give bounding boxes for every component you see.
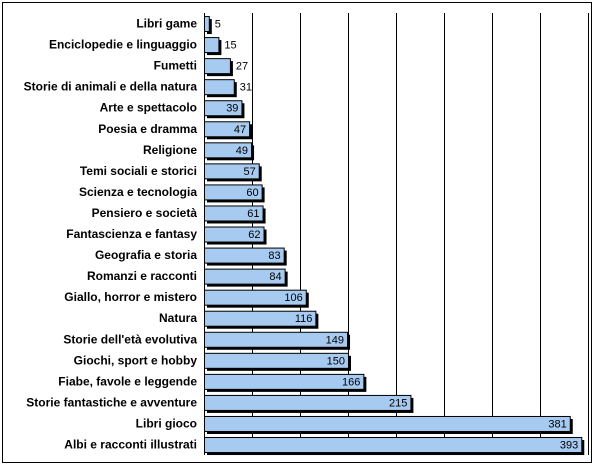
bar bbox=[204, 247, 285, 264]
category-label: Libri gioco bbox=[136, 416, 197, 430]
category-label: Temi sociali e storici bbox=[80, 164, 197, 178]
bar bbox=[204, 100, 243, 117]
category-label: Fumetti bbox=[154, 59, 197, 73]
bar bbox=[204, 394, 412, 411]
data-label: 83 bbox=[268, 250, 280, 262]
bar bbox=[204, 37, 220, 54]
bar bbox=[204, 226, 265, 243]
category-label: Natura bbox=[159, 311, 197, 325]
data-label: 62 bbox=[248, 229, 260, 241]
bar bbox=[204, 58, 231, 75]
bar bbox=[204, 79, 235, 96]
data-label: 150 bbox=[327, 355, 345, 367]
data-label: 27 bbox=[236, 61, 248, 73]
category-label: Fiabe, favole e leggende bbox=[58, 374, 197, 388]
category-label: Pensiero e società bbox=[92, 206, 198, 220]
data-label: 60 bbox=[246, 187, 258, 199]
bar bbox=[204, 437, 583, 454]
data-label: 57 bbox=[243, 166, 255, 178]
data-label: 166 bbox=[342, 376, 360, 388]
data-label: 31 bbox=[240, 82, 252, 94]
bar bbox=[204, 163, 260, 180]
data-label: 15 bbox=[224, 40, 236, 52]
category-label: Storie fantastiche e avventure bbox=[26, 395, 197, 409]
data-label: 393 bbox=[560, 440, 578, 452]
data-label: 49 bbox=[236, 145, 248, 157]
bar bbox=[204, 16, 210, 33]
data-label: 47 bbox=[234, 124, 246, 136]
bar bbox=[204, 352, 349, 369]
data-label: 381 bbox=[548, 418, 566, 430]
data-label: 39 bbox=[226, 103, 238, 115]
data-label: 61 bbox=[247, 208, 259, 220]
category-label: Romanzi e racconti bbox=[87, 269, 197, 283]
bar-chart: Libri game 5 Enciclopedie e linguaggio 15 Fu… bbox=[24, 13, 589, 456]
data-label: 116 bbox=[295, 313, 313, 325]
category-label: Albi e racconti illustrati bbox=[64, 438, 197, 452]
bar bbox=[204, 373, 365, 390]
category-label: Enciclopedie e linguaggio bbox=[49, 38, 197, 52]
data-label: 84 bbox=[269, 271, 281, 283]
chart-frame: Libri game 5 Enciclopedie e linguaggio 15 Fu… bbox=[2, 2, 592, 463]
category-label: Geografia e storia bbox=[95, 248, 197, 262]
bar bbox=[204, 142, 253, 159]
category-label: Arte e spettacolo bbox=[100, 101, 197, 115]
data-label: 215 bbox=[389, 397, 407, 409]
bar bbox=[204, 310, 317, 327]
bar bbox=[204, 121, 251, 138]
category-label: Scienza e tecnologia bbox=[79, 185, 197, 199]
bar bbox=[204, 289, 307, 306]
category-label: Giochi, sport e hobby bbox=[74, 353, 198, 367]
bar bbox=[204, 415, 571, 432]
bar bbox=[204, 184, 263, 201]
bar bbox=[204, 268, 286, 285]
category-label: Giallo, horror e mistero bbox=[64, 290, 197, 304]
category-label: Fantascienza e fantasy bbox=[66, 227, 197, 241]
category-label: Religione bbox=[143, 143, 197, 157]
category-label: Poesia e dramma bbox=[98, 122, 197, 136]
category-label: Storie dell'età evolutiva bbox=[63, 332, 197, 346]
bar bbox=[204, 331, 349, 348]
bar bbox=[204, 205, 264, 222]
data-label: 5 bbox=[215, 19, 221, 31]
data-label: 106 bbox=[284, 292, 302, 304]
data-label: 149 bbox=[326, 334, 344, 346]
category-label: Libri game bbox=[136, 17, 197, 31]
category-label: Storie di animali e della natura bbox=[24, 80, 198, 94]
